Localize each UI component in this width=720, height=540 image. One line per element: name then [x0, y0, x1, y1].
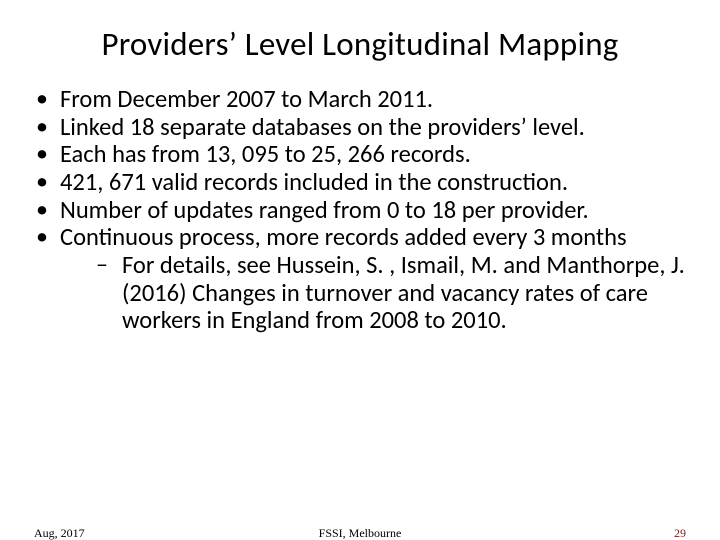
slide: Providers’ Level Longitudinal Mapping Fr…	[0, 0, 720, 540]
slide-title: Providers’ Level Longitudinal Mapping	[30, 24, 690, 64]
bullet-item: Number of updates ranged from 0 to 18 pe…	[30, 197, 690, 225]
page-number: 29	[674, 526, 686, 540]
bullet-item: Linked 18 separate databases on the prov…	[30, 114, 690, 142]
bullet-item: Continuous process, more records added e…	[30, 224, 690, 335]
sub-list: For details, see Hussein, S. , Ismail, M…	[60, 252, 690, 335]
bullet-list: From December 2007 to March 2011. Linked…	[30, 86, 690, 335]
bullet-text: Continuous process, more records added e…	[60, 222, 627, 252]
bullet-item: 421, 671 valid records included in the c…	[30, 169, 690, 197]
bullet-item: Each has from 13, 095 to 25, 266 records…	[30, 141, 690, 169]
bullet-item: From December 2007 to March 2011.	[30, 86, 690, 114]
slide-body: From December 2007 to March 2011. Linked…	[30, 86, 690, 335]
sub-bullet-item: For details, see Hussein, S. , Ismail, M…	[60, 252, 690, 335]
footer-venue: FSSI, Melbourne	[0, 526, 720, 540]
